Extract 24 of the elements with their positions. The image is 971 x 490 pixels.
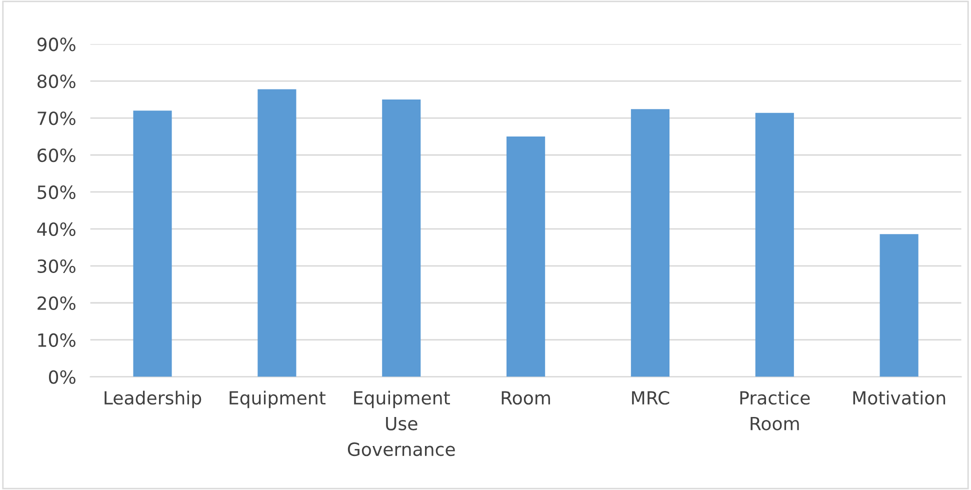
x-tick-label: Leadership — [104, 390, 202, 408]
x-tick-label: Motivation — [853, 390, 946, 405]
bar — [630, 109, 670, 377]
bar — [506, 136, 546, 377]
y-tick-label: 80% — [38, 74, 76, 88]
x-tick-label: Room — [502, 391, 550, 405]
bar — [258, 89, 296, 377]
y-tick-label: 0% — [48, 370, 76, 384]
y-tick-label: 20% — [38, 296, 76, 310]
x-tick-label: Equipment Use Governance — [348, 390, 455, 456]
x-tick-label: Practice Room — [740, 390, 810, 430]
y-tick-label: 70% — [38, 111, 76, 126]
bar — [880, 234, 918, 377]
x-tick-label: MRC — [632, 391, 670, 405]
y-tick-label: 30% — [38, 259, 76, 274]
y-tick-label: 50% — [38, 185, 76, 200]
y-tick-label: 90% — [37, 38, 76, 52]
y-tick-label: 10% — [38, 333, 76, 347]
bar — [755, 112, 794, 377]
x-tick-label: Equipment — [230, 390, 326, 408]
y-tick-label: 40% — [37, 222, 76, 236]
y-tick-label: 60% — [38, 148, 76, 162]
bar — [382, 100, 421, 377]
bar — [133, 110, 172, 377]
